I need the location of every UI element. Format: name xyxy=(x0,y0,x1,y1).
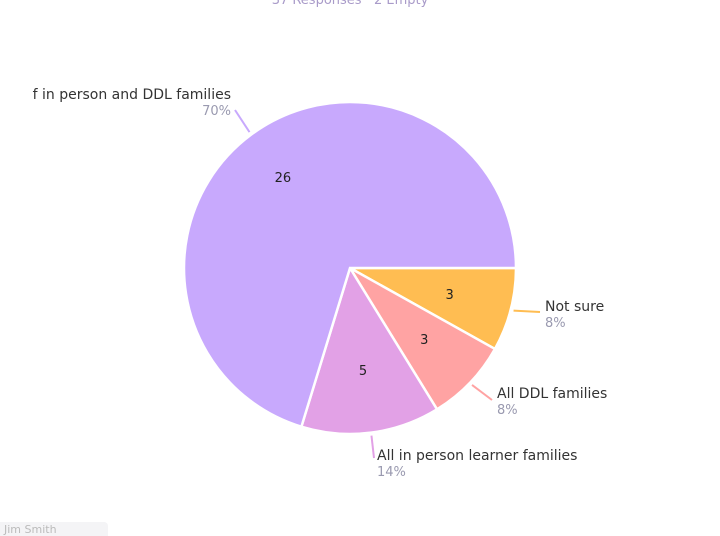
leader-line xyxy=(370,435,375,459)
slice-percent-label: 14% xyxy=(377,465,406,480)
slice-category-label: Not sure xyxy=(545,299,604,315)
leader-line xyxy=(234,109,251,133)
chart-subtitle: 37 Responses · 2 Empty xyxy=(272,0,429,8)
leader-line xyxy=(513,309,541,313)
slice-category-label: All in person learner families xyxy=(377,448,577,464)
slice-value-label: 3 xyxy=(420,333,428,348)
slice-value-label: 3 xyxy=(445,288,453,303)
pie-slice-f-in-person-and-ddl-families[interactable] xyxy=(182,100,518,429)
slice-value-label: 5 xyxy=(359,364,367,379)
leader-line xyxy=(471,384,493,401)
slice-percent-label: 8% xyxy=(497,403,518,418)
slice-value-label: 26 xyxy=(275,171,292,186)
slice-percent-label: 70% xyxy=(202,104,231,119)
slice-percent-label: 8% xyxy=(545,316,566,331)
slice-category-label: f in person and DDL families xyxy=(33,87,231,103)
slice-category-label: All DDL families xyxy=(497,386,607,402)
pie-slice-all-in-person-learner-families[interactable] xyxy=(299,264,439,436)
footer-tag: Jim Smith xyxy=(0,522,108,536)
